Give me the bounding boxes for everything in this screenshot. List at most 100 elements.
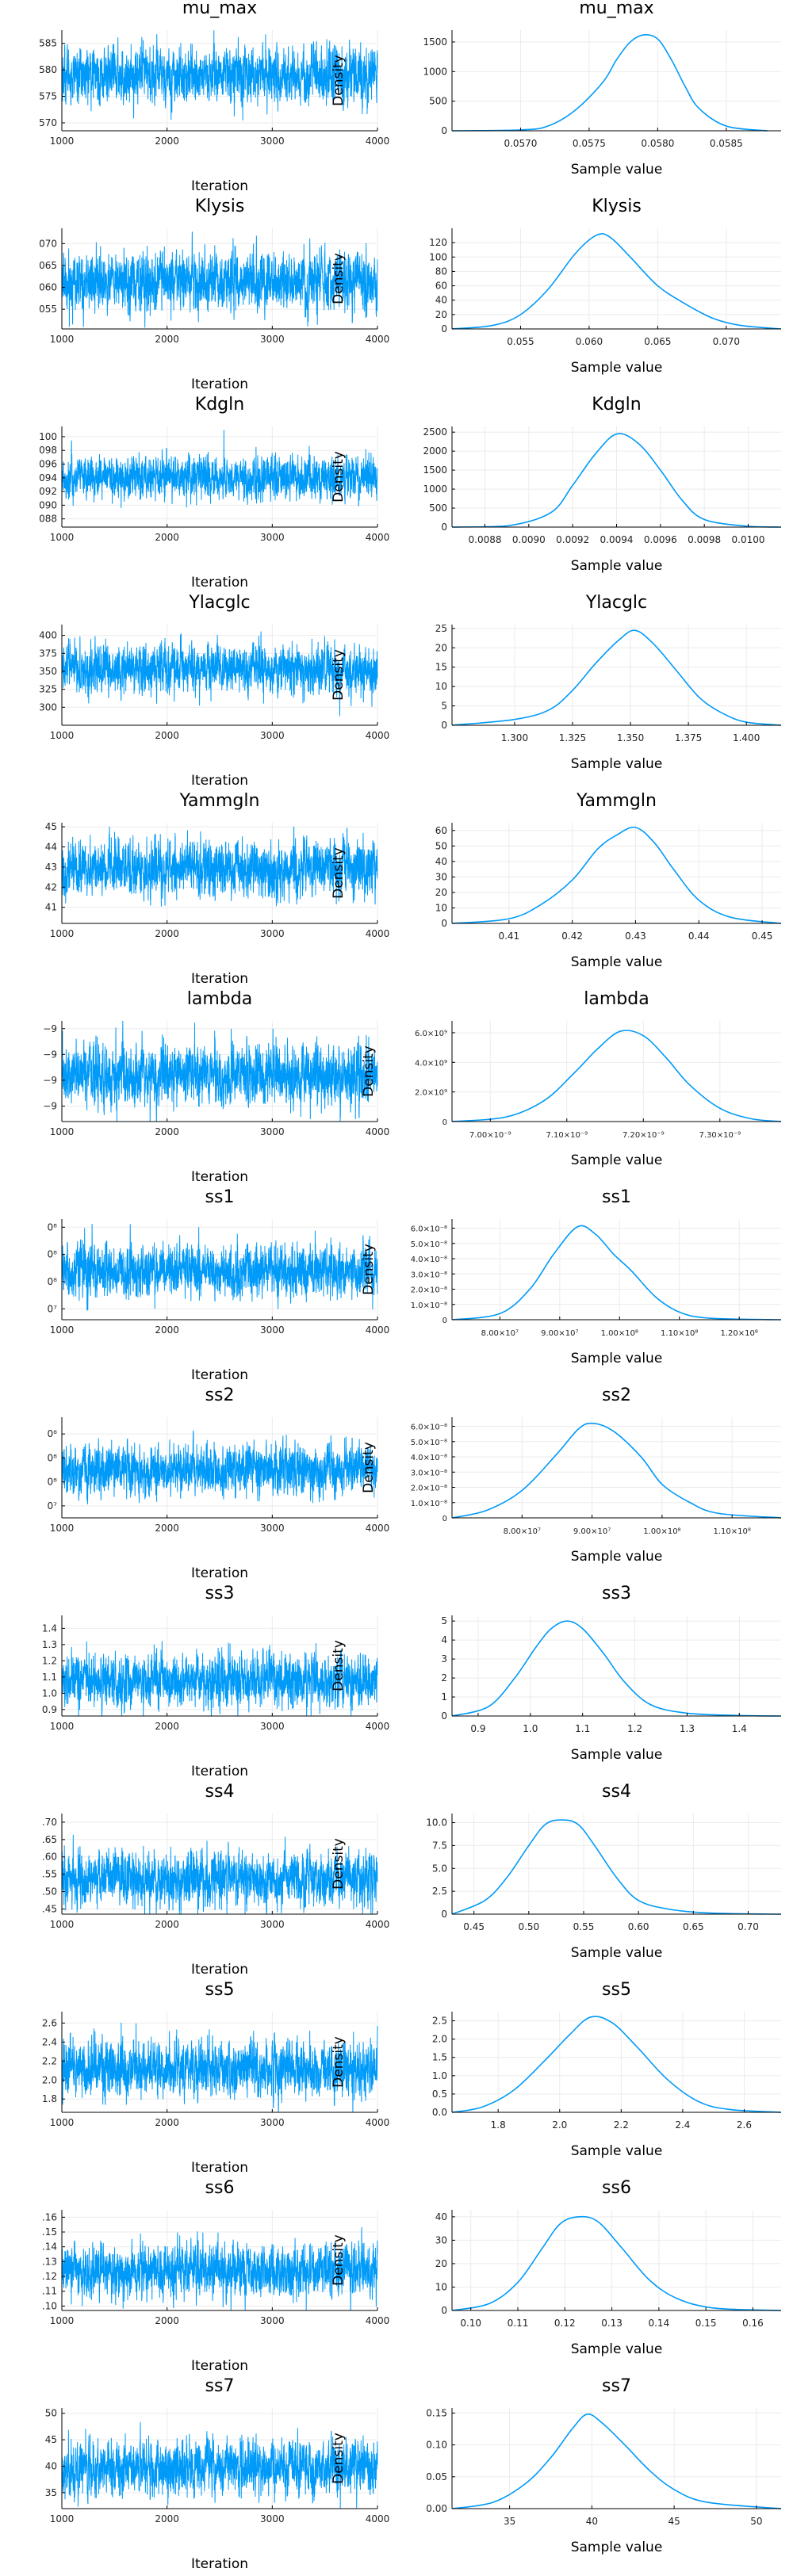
trace-y-tick-label: 0⁸ xyxy=(48,1452,58,1463)
density-x-tick-label: 0.0088 xyxy=(469,534,502,545)
trace-panel-ss5: 1000 2000 3000 4000 1.8 2.0 2.2 2.4 2.6 ss5 Iterat… xyxy=(42,1980,389,2176)
density-y-tick-label: 50 xyxy=(435,840,447,851)
density-y-tick-label: 100 xyxy=(429,251,447,262)
density-y-tick-label: 1500 xyxy=(423,464,447,476)
trace-x-tick-label: 2000 xyxy=(155,730,179,741)
density-x-tick-label: 1.325 xyxy=(559,732,586,743)
trace-x-tick-label: 3000 xyxy=(260,1126,285,1137)
trace-line-lambda xyxy=(61,1020,378,1122)
density-curve-ss3 xyxy=(451,1620,782,1717)
trace-x-tick-label: 1000 xyxy=(50,1721,75,1732)
density-y-tick-label: 20 xyxy=(435,309,447,320)
trace-y-tick-label: .11 xyxy=(42,2286,57,2297)
density-title: ss3 xyxy=(602,1584,631,1603)
row-Yammgln: 1000 2000 3000 4000 41 42 43 44 45 Yammgln Iterati… xyxy=(45,791,782,987)
trace-xlabel: Iteration xyxy=(191,2358,248,2374)
trace-y-tick-label: 50 xyxy=(45,2408,57,2419)
density-x-tick-label: 0.065 xyxy=(644,336,671,347)
trace-y-tick-label: .10 xyxy=(42,2300,57,2311)
trace-y-tick-label: .16 xyxy=(42,2211,57,2222)
density-panel-Klysis: 0.055 0.060 0.065 0.070 0 20 40 60 80 100 120 Klysi… xyxy=(331,197,782,376)
row-ss4: 1000 2000 3000 4000 .45 .50 .55 .60 .65 .70 ss4 Ite… xyxy=(42,1782,782,1978)
trace-x-tick-label: 3000 xyxy=(260,2315,285,2326)
density-y-tick-label: 0 xyxy=(442,1118,447,1127)
density-title: lambda xyxy=(584,989,649,1009)
trace-panel-lambda: 1000 2000 3000 4000 −9 −9 −9 −9 lambda Iteration xyxy=(43,989,389,1185)
density-x-tick-label: 0.070 xyxy=(713,336,740,347)
density-x-tick-label: 0.65 xyxy=(683,1921,704,1932)
trace-y-tick-label: 2.2 xyxy=(42,2055,57,2066)
density-y-tick-label: 4.0×10⁻⁸ xyxy=(411,1256,447,1264)
density-y-tick-label: 2.0 xyxy=(432,2034,447,2045)
density-y-tick-label: 1.0 xyxy=(432,2070,447,2081)
trace-title: Yammgln xyxy=(179,791,260,811)
density-xlabel: Sample value xyxy=(571,1747,663,1763)
density-title: ss1 xyxy=(602,1187,631,1207)
trace-x-tick-label: 3000 xyxy=(260,928,285,939)
density-x-tick-label: 1.10×10⁸ xyxy=(661,1329,698,1338)
trace-xlabel: Iteration xyxy=(191,1764,248,1779)
density-ylabel: Density xyxy=(331,451,347,503)
trace-panel-Kdgln: 1000 2000 3000 4000 088 090 092 094 096 098 100 Kdg… xyxy=(39,395,389,590)
trace-xlabel: Iteration xyxy=(191,1169,248,1185)
density-curve-ss6 xyxy=(451,2215,782,2311)
density-x-tick-label: 7.00×10⁻⁹ xyxy=(469,1131,511,1140)
trace-xlabel: Iteration xyxy=(191,2160,248,2176)
density-curve-ss4 xyxy=(451,1819,782,1915)
trace-x-tick-label: 4000 xyxy=(366,1523,390,1534)
trace-y-tick-label: 350 xyxy=(39,666,57,677)
density-x-tick-label: 1.400 xyxy=(733,732,760,743)
density-xlabel: Sample value xyxy=(571,1945,663,1961)
row-ss5: 1000 2000 3000 4000 1.8 2.0 2.2 2.4 2.6 ss5 Iterat… xyxy=(42,1980,782,2176)
density-y-tick-label: 3 xyxy=(441,1653,447,1664)
trace-y-tick-label: 0⁸ xyxy=(48,1477,58,1488)
trace-y-tick-label: 0⁸ xyxy=(48,1276,58,1287)
trace-line-ss7 xyxy=(61,2421,378,2509)
density-x-tick-label: 0.13 xyxy=(601,2318,623,2329)
trace-title: ss7 xyxy=(205,2376,235,2396)
density-title: ss2 xyxy=(602,1385,631,1405)
row-mu_max: 1000 2000 3000 4000 570 575 580 585 mu_max Iterat… xyxy=(39,0,781,194)
density-title: Yammgln xyxy=(576,791,657,811)
trace-xlabel: Iteration xyxy=(191,376,248,392)
density-y-tick-label: 15 xyxy=(435,662,447,673)
trace-y-tick-label: 096 xyxy=(39,459,57,470)
density-y-tick-label: 500 xyxy=(429,503,447,514)
trace-title: ss4 xyxy=(205,1782,235,1802)
density-y-tick-label: 60 xyxy=(435,825,447,836)
row-Kdgln: 1000 2000 3000 4000 088 090 092 094 096 098 100 Kdg… xyxy=(39,395,782,590)
trace-title: Klysis xyxy=(195,197,245,216)
density-y-tick-label: 0.0 xyxy=(432,2107,447,2118)
density-ylabel: Density xyxy=(331,1838,347,1890)
density-ylabel: Density xyxy=(331,649,347,701)
trace-x-tick-label: 4000 xyxy=(366,334,390,345)
row-ss2: 1000 2000 3000 4000 0⁷ 0⁸ 0⁸ 0⁸ ss2 Iteration 8.00… xyxy=(48,1385,782,1581)
density-y-tick-label: 20 xyxy=(435,642,447,653)
density-y-tick-label: 0 xyxy=(442,1515,447,1523)
trace-x-tick-label: 1000 xyxy=(50,136,75,147)
trace-y-tick-label: −9 xyxy=(43,1100,57,1111)
density-panel-ss3: 0.9 1.0 1.1 1.2 1.3 1.4 0 1 2 3 4 5 ss3 Sample value D… xyxy=(331,1584,782,1763)
density-ylabel: Density xyxy=(331,55,347,106)
density-y-tick-label: 0 xyxy=(441,1710,447,1722)
trace-y-tick-label: 100 xyxy=(39,431,57,442)
density-ylabel: Density xyxy=(331,2036,347,2088)
density-y-tick-label: 30 xyxy=(435,2234,447,2245)
density-x-tick-label: 1.350 xyxy=(617,732,644,743)
density-title: Kdgln xyxy=(592,395,641,415)
density-x-tick-label: 9.00×10⁷ xyxy=(541,1329,578,1338)
density-y-tick-label: 5 xyxy=(441,701,447,712)
density-y-tick-label: 0 xyxy=(442,1317,447,1325)
density-curve-Ylacglc xyxy=(451,629,782,726)
trace-line-ss6 xyxy=(61,2226,378,2311)
trace-y-tick-label: 585 xyxy=(39,38,57,49)
density-x-tick-label: 0.50 xyxy=(518,1921,539,1932)
density-y-tick-label: 5 xyxy=(441,1615,447,1626)
density-x-tick-label: 0.11 xyxy=(508,2318,529,2329)
density-y-tick-label: 0.00 xyxy=(426,2503,447,2514)
density-curve-Kdgln xyxy=(451,433,782,528)
density-title: ss5 xyxy=(602,1980,631,2000)
density-x-tick-label: 35 xyxy=(504,2516,515,2527)
density-curve-ss1 xyxy=(451,1225,782,1320)
density-x-tick-label: 1.00×10⁸ xyxy=(601,1329,638,1338)
